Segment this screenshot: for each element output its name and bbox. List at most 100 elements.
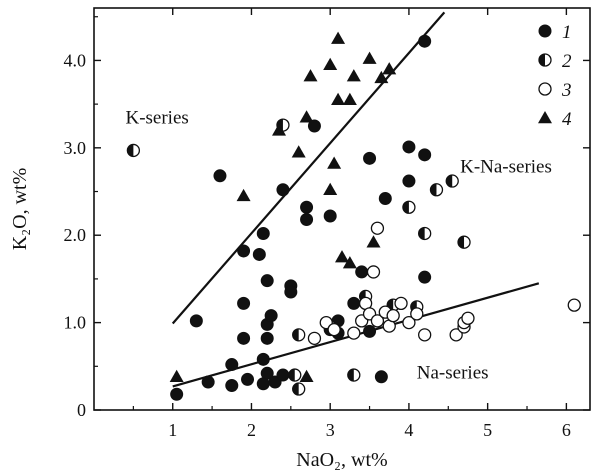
- data-point-series-4: [323, 57, 338, 71]
- data-point-series-1: [307, 119, 321, 133]
- data-point-series-4: [303, 69, 318, 82]
- data-point-series-1: [418, 148, 432, 162]
- data-point-series-1: [363, 324, 377, 338]
- y-tick-label: 0: [77, 400, 86, 420]
- data-point-series-4: [299, 110, 314, 123]
- data-point-series-2: [445, 174, 459, 188]
- legend-label: 4: [562, 109, 572, 130]
- region-label: K-Na-series: [460, 156, 552, 177]
- data-point-series-1: [256, 352, 270, 366]
- axes: 1 2 3 4 5 6 0 1.0 2.0 3.0 4.0: [64, 7, 591, 440]
- data-point-series-3: [307, 331, 322, 345]
- legend-label: 2: [562, 51, 572, 72]
- data-point-series-3: [402, 315, 416, 330]
- data-point-series-3: [394, 296, 408, 311]
- data-point-series-1: [260, 331, 274, 345]
- legend-label: 3: [561, 80, 572, 101]
- data-point-series-3: [370, 221, 385, 235]
- region-label: Na-series: [417, 363, 489, 384]
- data-point-series-4: [362, 51, 377, 64]
- data-point-series-1: [256, 377, 270, 391]
- data-point-series-4: [374, 70, 389, 84]
- x-tick-label: 4: [404, 420, 413, 440]
- data-point-series-4: [342, 92, 357, 106]
- data-point-series-1: [237, 331, 251, 345]
- y-tick-label: 4.0: [64, 50, 87, 70]
- data-point-series-4: [272, 123, 287, 136]
- data-point-series-1: [323, 209, 337, 223]
- trend-line: [171, 11, 446, 325]
- data-point-series-2: [288, 368, 302, 382]
- legend-marker: [538, 53, 552, 67]
- legend-marker: [538, 82, 552, 96]
- data-point-series-3: [370, 314, 385, 328]
- data-point-series-1: [170, 387, 184, 401]
- data-point-series-4: [323, 182, 338, 196]
- data-point-series-4: [236, 188, 251, 202]
- data-point-series-1: [201, 375, 215, 389]
- data-point-series-3: [386, 308, 400, 323]
- data-point-series-3: [418, 328, 432, 342]
- data-point-series-2: [457, 235, 471, 249]
- data-point-series-1: [225, 379, 239, 393]
- x-tick-label: 1: [168, 420, 177, 440]
- data-point-series-1: [378, 192, 392, 206]
- data-point-series-4: [299, 369, 314, 383]
- y-tick-label: 2.0: [64, 225, 87, 245]
- data-point-series-4: [169, 369, 184, 383]
- data-point-series-1: [237, 244, 251, 258]
- data-point-series-2: [347, 368, 361, 382]
- x-tick-label: 2: [247, 420, 256, 440]
- data-point-series-1: [276, 368, 290, 382]
- plot-frame: [93, 7, 591, 411]
- data-point-series-1: [402, 140, 416, 154]
- data-point-series-1: [418, 270, 432, 284]
- legend-marker: [538, 24, 552, 38]
- data-point-series-2: [418, 226, 432, 241]
- data-point-series-2: [429, 183, 444, 197]
- x-tick-label: 6: [562, 420, 571, 440]
- data-point-series-1: [284, 285, 298, 299]
- region-label: K-series: [125, 107, 188, 128]
- data-point-series-1: [418, 34, 432, 48]
- data-point-series-4: [366, 235, 381, 248]
- x-axis-title: NaO₂, wt%: [296, 449, 387, 471]
- data-point-series-4: [331, 31, 346, 44]
- y-tick-label: 1.0: [64, 313, 87, 333]
- data-point-series-1: [264, 309, 278, 323]
- data-point-series-4: [382, 62, 397, 75]
- data-point-series-1: [213, 169, 227, 183]
- data-point-series-3: [347, 326, 361, 340]
- data-point-series-1: [189, 314, 203, 328]
- data-point-series-4: [346, 69, 361, 82]
- data-point-series-1: [402, 174, 416, 188]
- data-point-series-3: [327, 322, 341, 337]
- data-point-series-1: [363, 151, 377, 165]
- data-point-series-1: [225, 358, 239, 372]
- data-point-series-1: [256, 226, 270, 240]
- data-point-series-2: [126, 143, 141, 158]
- data-point-series-2: [292, 382, 306, 396]
- y-axis-title: K₂O, wt%: [9, 168, 31, 251]
- data-point-series-2: [402, 200, 416, 214]
- data-point-series-1: [347, 296, 361, 310]
- data-point-series-1: [276, 183, 290, 197]
- data-point-series-4: [335, 250, 349, 263]
- data-point-series-1: [300, 212, 314, 226]
- data-point-series-3: [461, 311, 475, 325]
- data-point-series-1: [252, 247, 266, 261]
- x-tick-label: 5: [483, 420, 492, 440]
- data-point-series-1: [374, 370, 388, 384]
- data-point-series-1: [260, 274, 274, 288]
- data-point-series-3: [410, 307, 424, 321]
- annotations: K-series K-Na-series Na-series: [125, 107, 551, 383]
- x-tick-label: 3: [326, 420, 335, 440]
- legend-label: 1: [562, 22, 572, 43]
- data-point-series-2: [292, 328, 306, 342]
- data-point-series-3: [366, 265, 381, 279]
- data-point-series-1: [300, 200, 314, 214]
- data-point-series-3: [567, 298, 581, 312]
- data-point-series-3: [449, 328, 463, 342]
- data-point-series-4: [331, 92, 346, 106]
